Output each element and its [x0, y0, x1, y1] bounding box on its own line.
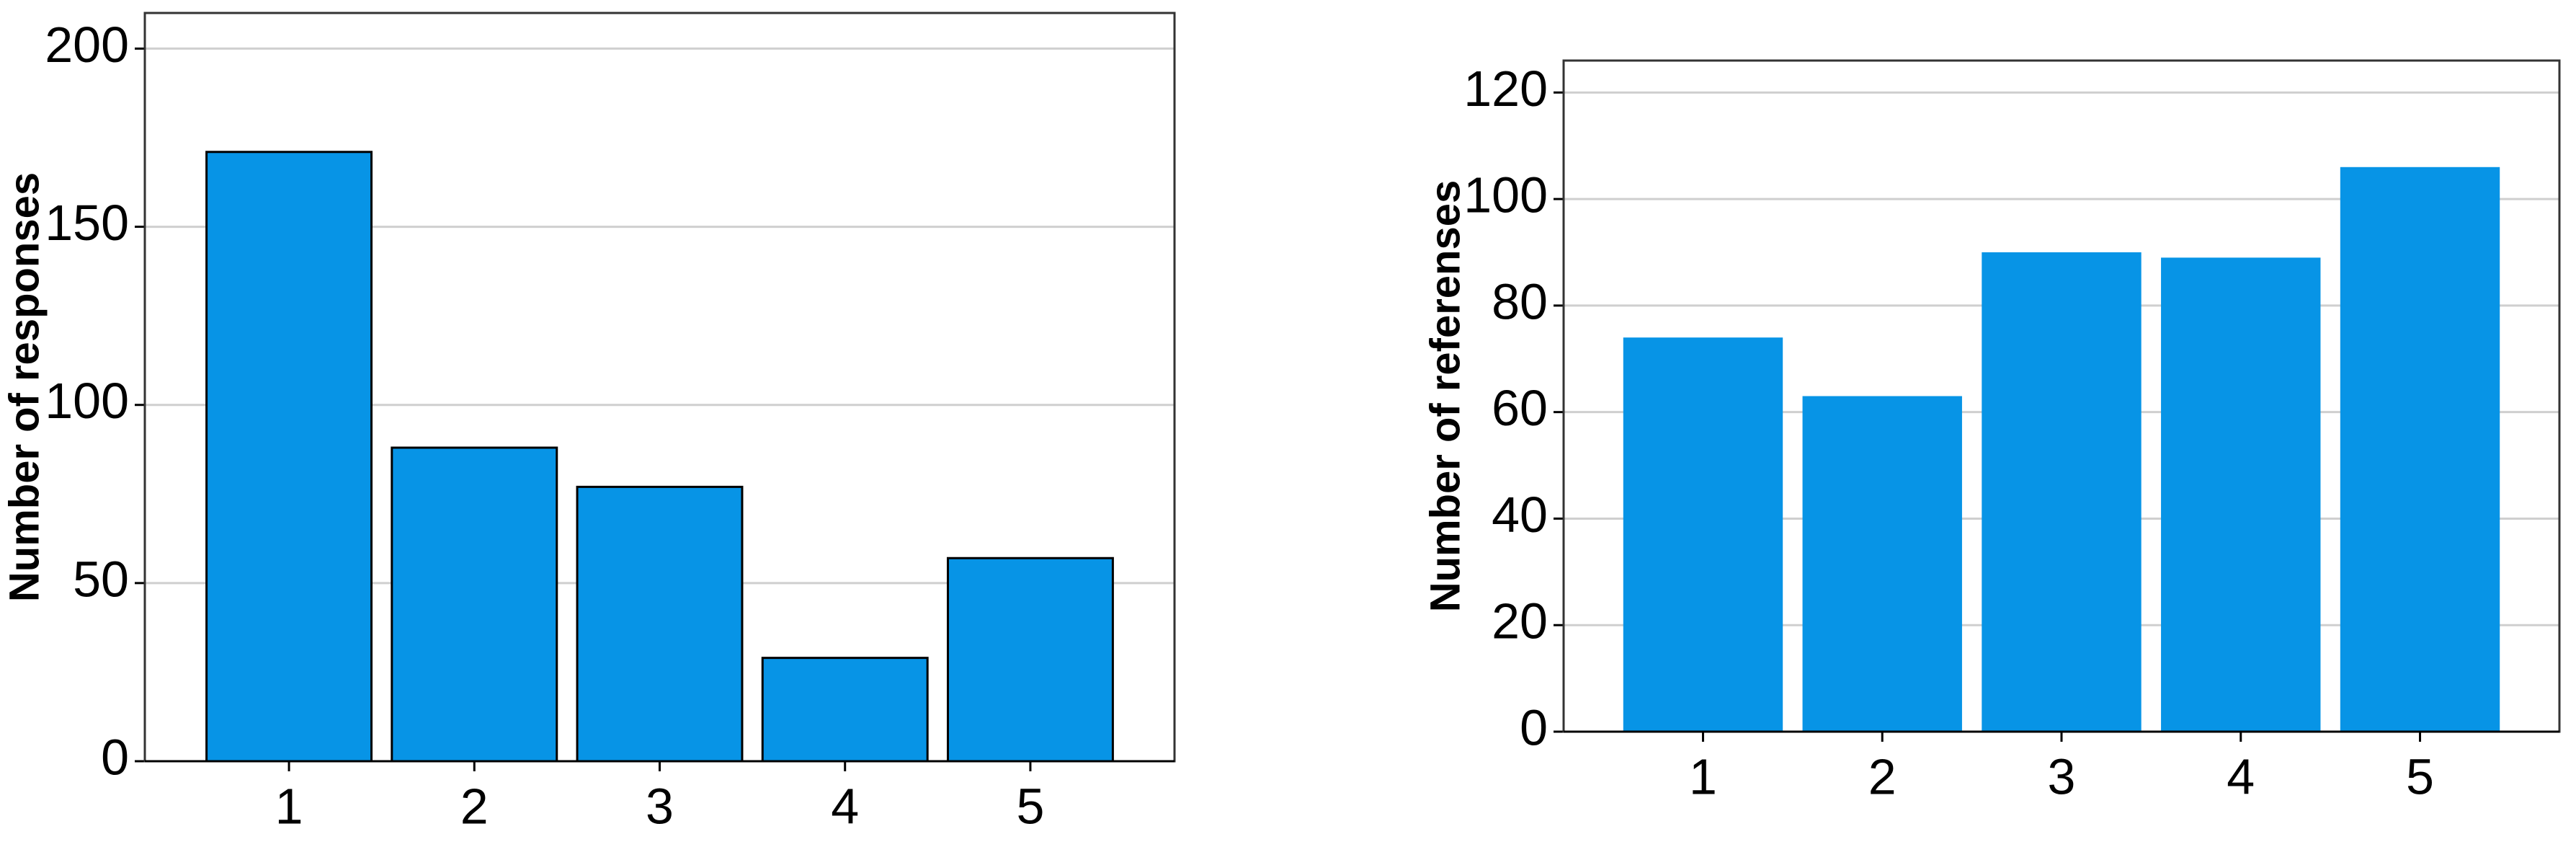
bar [946, 556, 1114, 763]
bar [391, 446, 558, 763]
y-tick-label: 100 [1463, 167, 1548, 223]
y-tick-label: 0 [101, 729, 129, 785]
y-tick-label: 60 [1492, 380, 1548, 436]
x-tick-label: 5 [1016, 778, 1044, 834]
y-axis-label: Number of responses [1, 172, 48, 602]
x-tick-label: 2 [460, 778, 489, 834]
y-tick-label: 150 [45, 195, 129, 251]
y-tick-label: 100 [45, 373, 129, 429]
y-tick-label: 0 [1520, 699, 1548, 755]
y-tick-label: 120 [1463, 61, 1548, 117]
x-tick-label: 1 [275, 778, 303, 834]
y-tick-label: 40 [1492, 487, 1548, 543]
x-tick-label: 3 [2048, 748, 2076, 804]
y-tick-label: 80 [1492, 273, 1548, 329]
y-axis-label: Number of referenses [1422, 180, 1469, 613]
bar [1802, 396, 1962, 732]
bar [205, 151, 373, 763]
x-tick-label: 2 [1868, 748, 1897, 804]
y-tick-label: 20 [1492, 593, 1548, 649]
x-tick-label: 5 [2406, 748, 2434, 804]
x-tick-label: 3 [646, 778, 674, 834]
bar [1623, 337, 1783, 732]
x-tick-label: 4 [831, 778, 859, 834]
bar [2161, 257, 2321, 732]
y-tick-label: 50 [73, 551, 129, 607]
x-tick-label: 4 [2227, 748, 2255, 804]
y-tick-label: 200 [45, 17, 129, 73]
bar [576, 485, 744, 763]
x-tick-label: 1 [1689, 748, 1717, 804]
bar [2340, 167, 2500, 732]
bar [1982, 252, 2142, 732]
bar [761, 657, 929, 763]
